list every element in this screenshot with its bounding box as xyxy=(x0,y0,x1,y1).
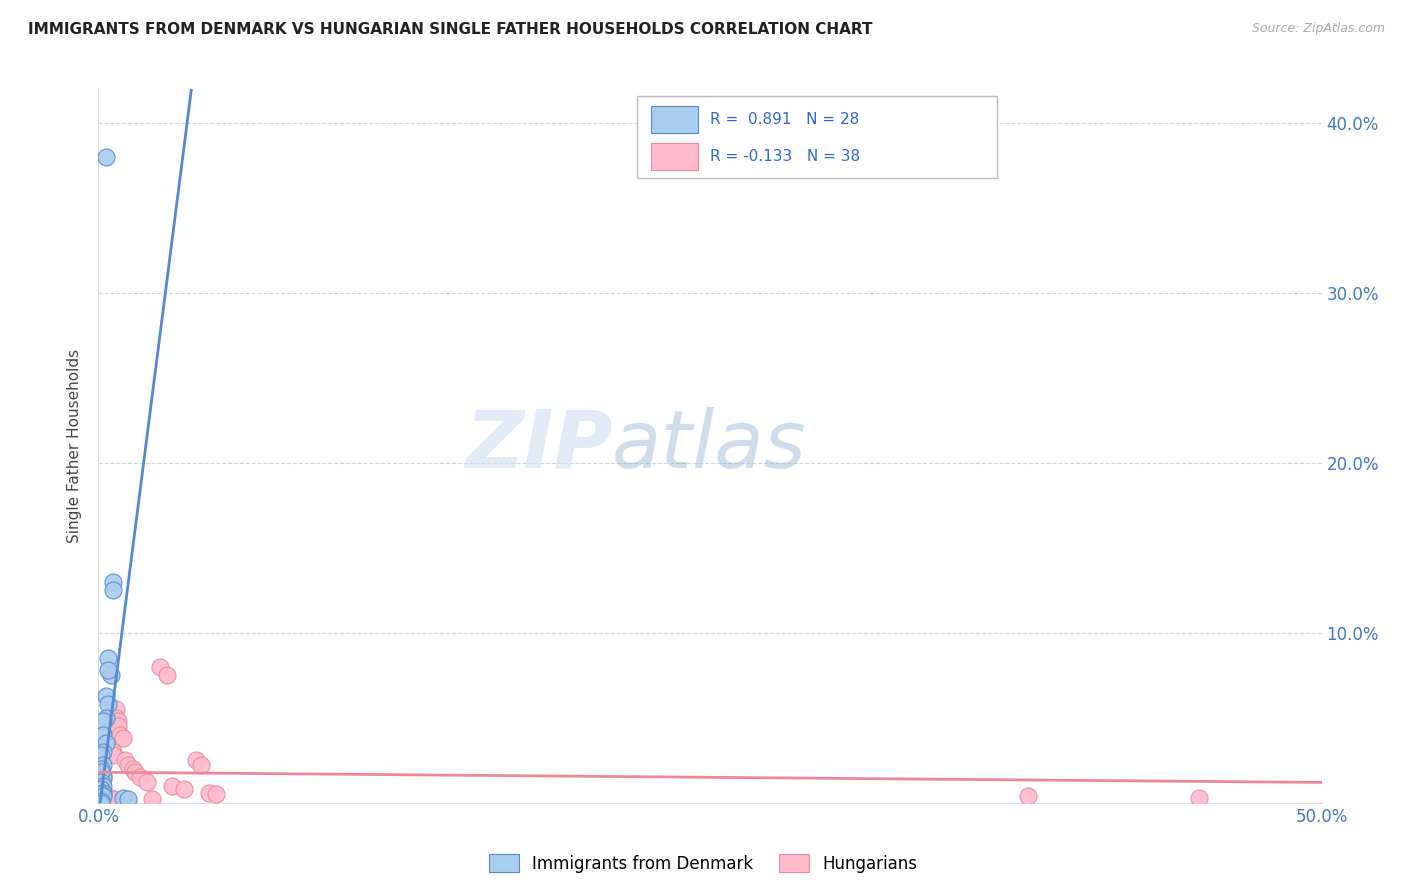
Point xyxy=(205,787,228,801)
Point xyxy=(90,765,112,780)
Point xyxy=(97,663,120,677)
Point xyxy=(100,741,122,756)
Point xyxy=(104,711,127,725)
Point xyxy=(97,651,120,665)
Point xyxy=(90,796,112,810)
Point xyxy=(94,789,117,803)
Point xyxy=(101,792,124,806)
Point xyxy=(104,702,127,716)
Point xyxy=(91,770,114,784)
Point xyxy=(91,728,114,742)
Point xyxy=(90,775,112,789)
Point xyxy=(111,790,134,805)
Point xyxy=(90,748,112,763)
Point xyxy=(160,779,183,793)
Point xyxy=(97,790,120,805)
Point xyxy=(94,736,117,750)
Point xyxy=(90,782,112,797)
Point xyxy=(124,765,146,780)
Point xyxy=(129,770,152,784)
Point xyxy=(197,786,219,800)
Point xyxy=(173,782,195,797)
Point xyxy=(90,787,112,801)
Point xyxy=(100,790,122,805)
Point xyxy=(94,748,117,763)
Point xyxy=(101,748,124,763)
Point xyxy=(91,714,114,729)
Point xyxy=(94,711,117,725)
Text: IMMIGRANTS FROM DENMARK VS HUNGARIAN SINGLE FATHER HOUSEHOLDS CORRELATION CHART: IMMIGRANTS FROM DENMARK VS HUNGARIAN SIN… xyxy=(28,22,873,37)
Text: atlas: atlas xyxy=(612,407,807,485)
Point xyxy=(94,150,117,164)
Point xyxy=(107,714,129,729)
Point xyxy=(1017,789,1039,803)
Point xyxy=(101,745,124,759)
FancyBboxPatch shape xyxy=(651,143,697,169)
Point xyxy=(101,574,124,589)
Point xyxy=(97,736,120,750)
Point xyxy=(100,668,122,682)
Point xyxy=(94,745,117,759)
Point xyxy=(90,762,112,776)
Text: R =  0.891   N = 28: R = 0.891 N = 28 xyxy=(710,112,859,128)
FancyBboxPatch shape xyxy=(637,96,997,178)
Point xyxy=(91,779,114,793)
Point xyxy=(1188,790,1211,805)
Point xyxy=(117,792,139,806)
Point xyxy=(156,668,179,682)
Point xyxy=(91,789,114,803)
Point xyxy=(90,794,112,808)
Point xyxy=(136,775,159,789)
Point xyxy=(101,583,124,598)
Point xyxy=(91,769,114,783)
Point xyxy=(121,762,143,776)
Point xyxy=(91,772,114,786)
Point xyxy=(111,731,134,746)
Text: Source: ZipAtlas.com: Source: ZipAtlas.com xyxy=(1251,22,1385,36)
FancyBboxPatch shape xyxy=(651,106,697,134)
Point xyxy=(94,689,117,703)
Point xyxy=(107,719,129,733)
Point xyxy=(186,753,208,767)
Point xyxy=(90,762,112,776)
Text: ZIP: ZIP xyxy=(465,407,612,485)
Point xyxy=(91,787,114,801)
Point xyxy=(91,758,114,772)
Point xyxy=(90,765,112,780)
Point xyxy=(97,698,120,712)
Y-axis label: Single Father Households: Single Father Households xyxy=(67,349,83,543)
Text: R = -0.133   N = 38: R = -0.133 N = 38 xyxy=(710,149,860,164)
Point xyxy=(149,660,172,674)
Legend: Immigrants from Denmark, Hungarians: Immigrants from Denmark, Hungarians xyxy=(482,847,924,880)
Point xyxy=(117,758,139,772)
Point xyxy=(141,792,163,806)
Point xyxy=(91,745,114,759)
Point xyxy=(110,728,132,742)
Point xyxy=(91,786,114,800)
Point xyxy=(190,758,212,772)
Point xyxy=(114,753,136,767)
